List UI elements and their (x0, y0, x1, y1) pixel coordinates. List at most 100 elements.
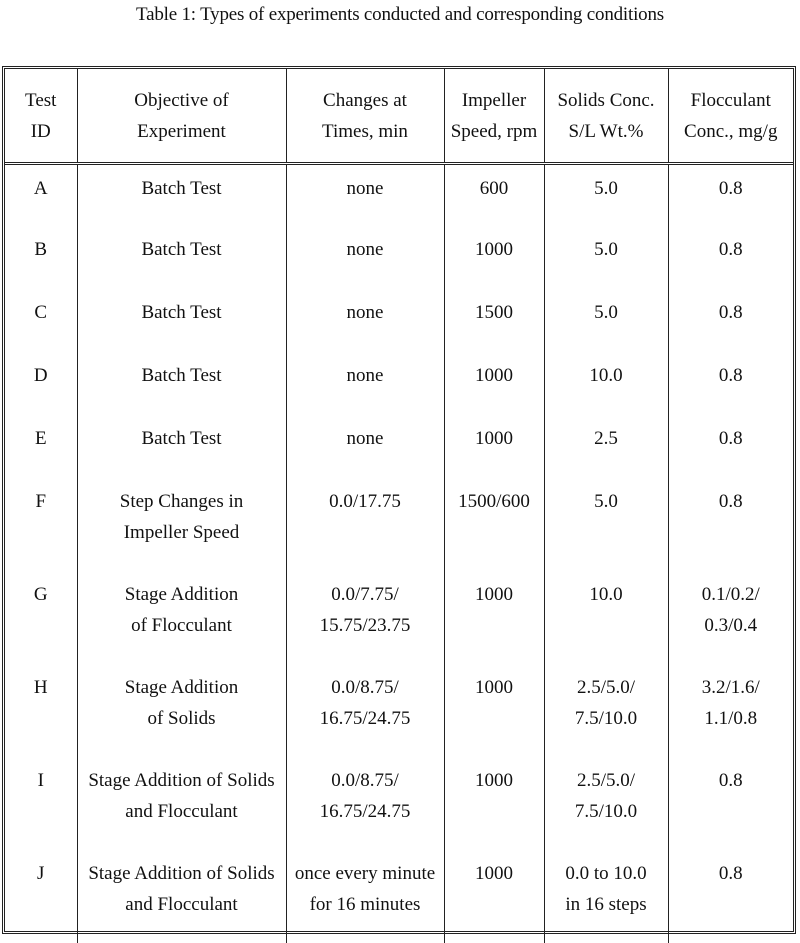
cell-line: 0.8 (718, 770, 743, 791)
cell-line: 1500/600 (458, 491, 530, 512)
table-row: C Batch Test none 1500 5.0 0.8 (5, 289, 793, 352)
table-row: D Batch Test none 1000 10.0 0.8 (5, 352, 793, 415)
cell-changes-at-times: none (285, 289, 444, 352)
cell-line: and Flocculant (125, 894, 238, 915)
column-header-line: Experiment (137, 121, 226, 143)
cell-objective: Stage Addition of Solids (76, 664, 286, 757)
cell-line: 1000 (475, 584, 513, 605)
cell-impeller-speed: 1000 (443, 415, 544, 478)
cell-impeller-speed: 1500/600 (443, 478, 544, 571)
cell-objective: Batch Test (76, 289, 286, 352)
table-row: E Batch Test none 1000 2.5 0.8 (5, 415, 793, 478)
cell-solids-conc: 10.0 (543, 352, 668, 415)
cell-line: D (33, 365, 48, 386)
cell-changes-at-times: none (285, 226, 444, 289)
cell-impeller-speed: 1000 (443, 664, 544, 757)
cell-line: Impeller Speed (123, 522, 240, 543)
cell-changes-at-times: 0.0/7.75/15.75/23.75 (285, 571, 444, 664)
cell-line: 5.0 (594, 239, 618, 260)
cell-impeller-speed: 600 (443, 163, 544, 226)
cell-test-id: G (5, 571, 77, 664)
column-header-changes-at-times: Changes at Times, min (285, 69, 444, 165)
cell-line: 600 (479, 177, 509, 199)
table-caption: Table 1: Types of experiments conducted … (136, 4, 664, 25)
cell-line: none (346, 177, 384, 199)
cell-line: E (34, 428, 47, 449)
cell-flocculant-conc: 0.8 (667, 415, 793, 478)
cell-line: 0.8 (718, 302, 743, 323)
cell-line: 7.5/10.0 (574, 708, 638, 729)
column-header-test-id: Test ID (5, 69, 77, 165)
cell-solids-conc: 5.0 (543, 226, 668, 289)
cell-changes-at-times: 0.0/17.75 (285, 478, 444, 571)
experiments-table-frame: Test ID Objective of Experiment Changes at Ti… (2, 66, 796, 943)
cell-line: 0.0 to 10.0 (565, 863, 647, 884)
cell-line: 0.8 (718, 428, 743, 449)
cell-flocculant-conc: 0.8 (667, 163, 793, 226)
table-row: I Stage Addition of Solids and Flocculant 0… (5, 757, 793, 850)
cell-line: 1000 (475, 677, 513, 698)
cell-line: 15.75/23.75 (319, 615, 411, 636)
cell-line: in 16 steps (565, 894, 647, 915)
cell-line: 7.5/10.0 (574, 801, 638, 822)
cell-objective: Stage Addition of Flocculant (76, 571, 286, 664)
cell-line: 0.8 (718, 491, 743, 512)
experiments-table: Test ID Objective of Experiment Changes at Ti… (5, 69, 793, 943)
cell-test-id: D (5, 352, 77, 415)
cell-line: and Flocculant (125, 801, 238, 822)
cell-line: 0.0/8.75/ (331, 677, 399, 698)
cell-line: 0.8 (718, 365, 743, 386)
cell-impeller-speed: 1000 (443, 850, 544, 943)
cell-line: of Solids (147, 708, 216, 729)
cell-line: once every minute (294, 863, 436, 884)
table-body: A Batch Test none 600 5.0 0.8 B Batch Test none 1… (5, 163, 793, 943)
cell-line: C (34, 302, 48, 323)
cell-objective: Batch Test (76, 163, 286, 226)
cell-flocculant-conc: 0.8 (667, 478, 793, 571)
cell-changes-at-times: 0.0/8.75/16.75/24.75 (285, 664, 444, 757)
column-header-line: Solids Conc. (557, 90, 655, 112)
cell-line: 3.2/1.6/ (701, 677, 760, 698)
cell-test-id: J (5, 850, 77, 943)
table-row: A Batch Test none 600 5.0 0.8 (5, 163, 793, 226)
table-row: B Batch Test none 1000 5.0 0.8 (5, 226, 793, 289)
cell-line: B (34, 239, 48, 260)
cell-line: 2.5/5.0/ (576, 770, 636, 791)
cell-line: Stage Addition of Solids (88, 770, 275, 791)
column-header-line: Test (25, 90, 57, 112)
table-row: F Step Changes in Impeller Speed 0.0/17.75 1… (5, 478, 793, 571)
cell-changes-at-times: none (285, 163, 444, 226)
column-header-solids-conc: Solids Conc. S/L Wt.% (543, 69, 668, 165)
cell-test-id: H (5, 664, 77, 757)
cell-line: none (346, 302, 384, 323)
column-header-line: S/L Wt.% (568, 121, 644, 143)
cell-line: 0.8 (718, 177, 743, 199)
cell-solids-conc: 2.5/5.0/7.5/10.0 (543, 664, 668, 757)
cell-line: A (33, 177, 48, 199)
cell-line: Batch Test (141, 239, 222, 260)
cell-changes-at-times: 0.0/8.75/16.75/24.75 (285, 757, 444, 850)
cell-line: 0.8 (718, 239, 743, 260)
cell-line: 0.0/8.75/ (331, 770, 399, 791)
cell-flocculant-conc: 0.8 (667, 757, 793, 850)
column-header-line: Speed, rpm (450, 121, 538, 143)
cell-line: none (346, 239, 384, 260)
cell-solids-conc: 5.0 (543, 478, 668, 571)
cell-line: 1500 (475, 302, 513, 323)
cell-line: 0.8 (718, 863, 743, 884)
cell-line: H (33, 677, 48, 698)
column-header-objective: Objective of Experiment (76, 69, 286, 165)
cell-flocculant-conc: 0.8 (667, 352, 793, 415)
cell-line: 0.3/0.4 (704, 615, 758, 636)
cell-test-id: I (5, 757, 77, 850)
cell-line: 0.1/0.2/ (701, 584, 760, 605)
cell-objective: Batch Test (76, 352, 286, 415)
table-row: J Stage Addition of Solids and Flocculant o… (5, 850, 793, 943)
cell-test-id: B (5, 226, 77, 289)
cell-changes-at-times: none (285, 415, 444, 478)
cell-line: Batch Test (141, 177, 222, 199)
cell-flocculant-conc: 0.8 (667, 850, 793, 943)
cell-test-id: E (5, 415, 77, 478)
cell-objective: Stage Addition of Solids and Flocculant (76, 757, 286, 850)
cell-line: 10.0 (589, 365, 623, 386)
